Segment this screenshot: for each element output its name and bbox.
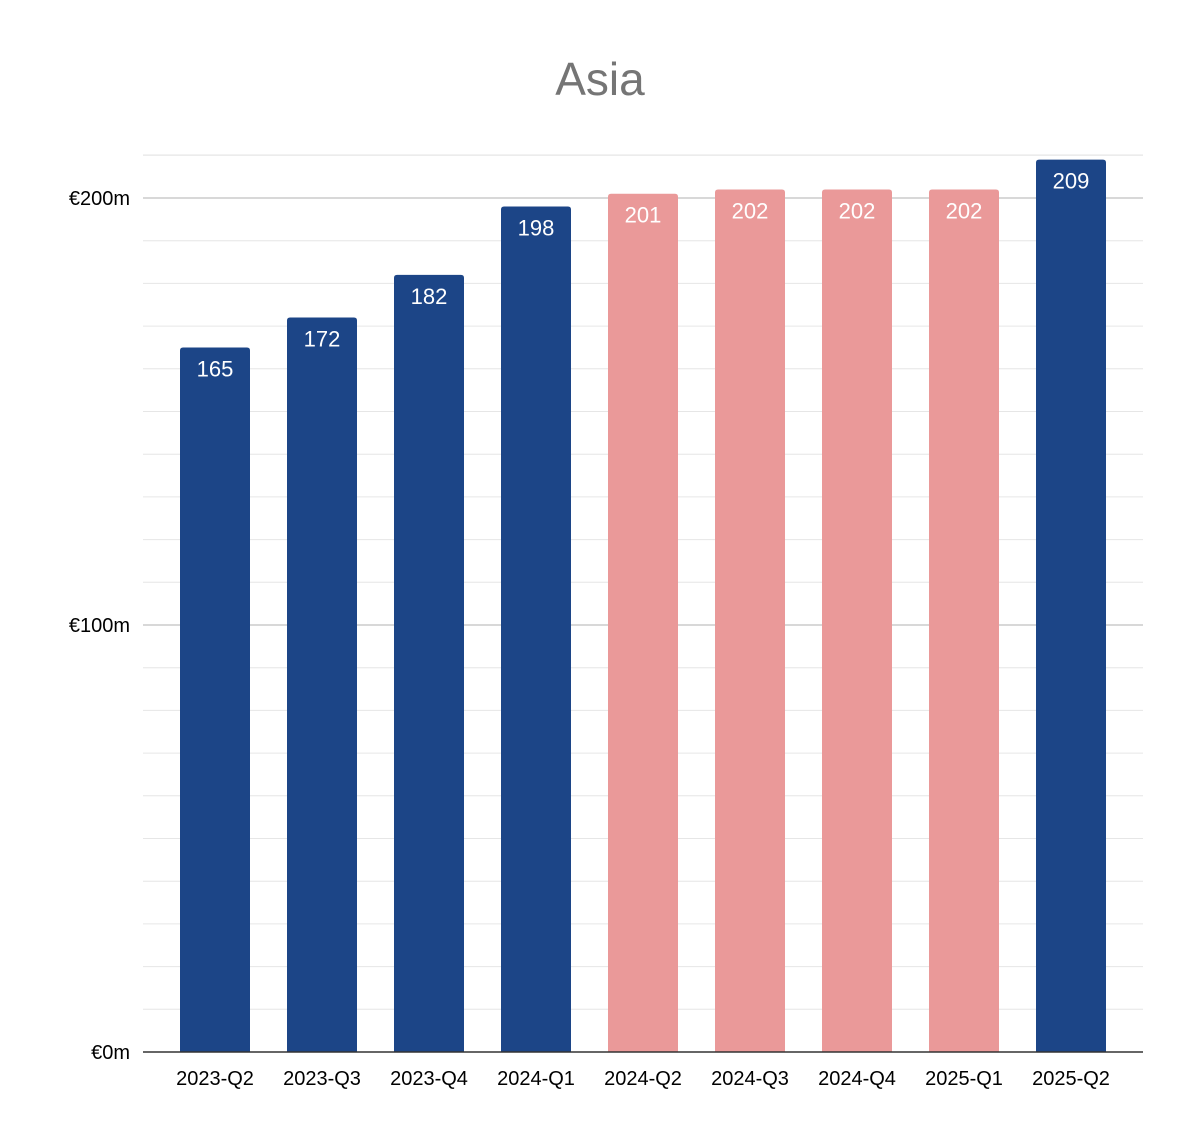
- chart-title: Asia: [555, 53, 645, 105]
- data-label: 182: [411, 284, 448, 309]
- data-label: 202: [946, 198, 983, 223]
- y-tick-label: €200m: [69, 188, 130, 210]
- bar: [822, 189, 892, 1052]
- bar: [715, 189, 785, 1052]
- x-tick-label: 2025-Q1: [925, 1068, 1003, 1090]
- x-tick-label: 2024-Q2: [604, 1068, 682, 1090]
- data-label: 209: [1053, 169, 1090, 194]
- bar: [608, 193, 678, 1053]
- x-tick-label: 2025-Q2: [1032, 1068, 1110, 1090]
- data-label: 202: [732, 198, 769, 223]
- bar: [1036, 159, 1106, 1052]
- bar: [287, 317, 357, 1052]
- bar: [180, 347, 250, 1052]
- data-label: 202: [839, 198, 876, 223]
- x-tick-label: 2024-Q4: [818, 1068, 896, 1090]
- bar: [501, 206, 571, 1053]
- y-tick-label: €100m: [69, 615, 130, 637]
- data-label: 198: [518, 216, 555, 241]
- x-tick-label: 2024-Q3: [711, 1068, 789, 1090]
- y-tick-label: €0m: [91, 1042, 130, 1064]
- x-tick-label: 2023-Q4: [390, 1068, 468, 1090]
- x-tick-label: 2023-Q2: [176, 1068, 254, 1090]
- data-label: 165: [197, 356, 234, 381]
- data-label: 201: [625, 203, 662, 228]
- bar: [394, 274, 464, 1052]
- x-tick-label: 2023-Q3: [283, 1068, 361, 1090]
- data-label: 172: [304, 327, 341, 352]
- bar: [929, 189, 999, 1052]
- x-tick-label: 2024-Q1: [497, 1068, 575, 1090]
